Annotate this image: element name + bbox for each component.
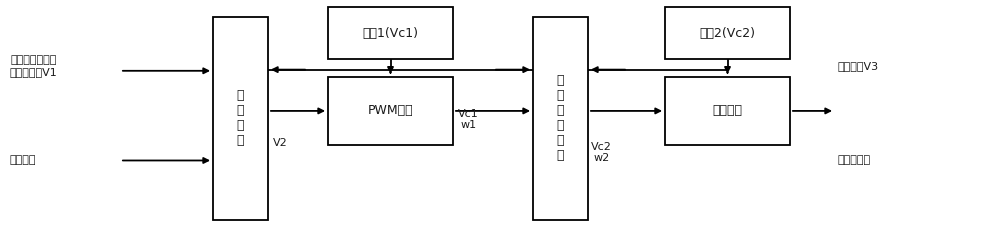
- Text: 光
电
耦
合
电
路: 光 电 耦 合 电 路: [557, 75, 564, 162]
- FancyBboxPatch shape: [665, 7, 790, 59]
- FancyBboxPatch shape: [328, 7, 453, 59]
- Text: 电源1(Vc1): 电源1(Vc1): [362, 26, 418, 40]
- Text: 接控制电路: 接控制电路: [838, 156, 871, 165]
- Text: Vc1
w1: Vc1 w1: [458, 109, 479, 130]
- Text: 调
理
电
路: 调 理 电 路: [237, 89, 244, 148]
- FancyBboxPatch shape: [533, 17, 588, 220]
- Text: Vc2
w2: Vc2 w2: [591, 142, 612, 163]
- Text: V2: V2: [273, 138, 288, 148]
- Text: 输出信号V3: 输出信号V3: [838, 61, 879, 71]
- Text: 电源2(Vc2): 电源2(Vc2): [700, 26, 756, 40]
- Text: 电压或已转化为
电压的信号V1: 电压或已转化为 电压的信号V1: [10, 55, 58, 77]
- FancyBboxPatch shape: [328, 77, 453, 145]
- Text: 积分电路: 积分电路: [712, 104, 742, 118]
- Text: 接主电路: 接主电路: [10, 156, 36, 165]
- Text: PWM电路: PWM电路: [368, 104, 413, 118]
- FancyBboxPatch shape: [213, 17, 268, 220]
- FancyBboxPatch shape: [665, 77, 790, 145]
